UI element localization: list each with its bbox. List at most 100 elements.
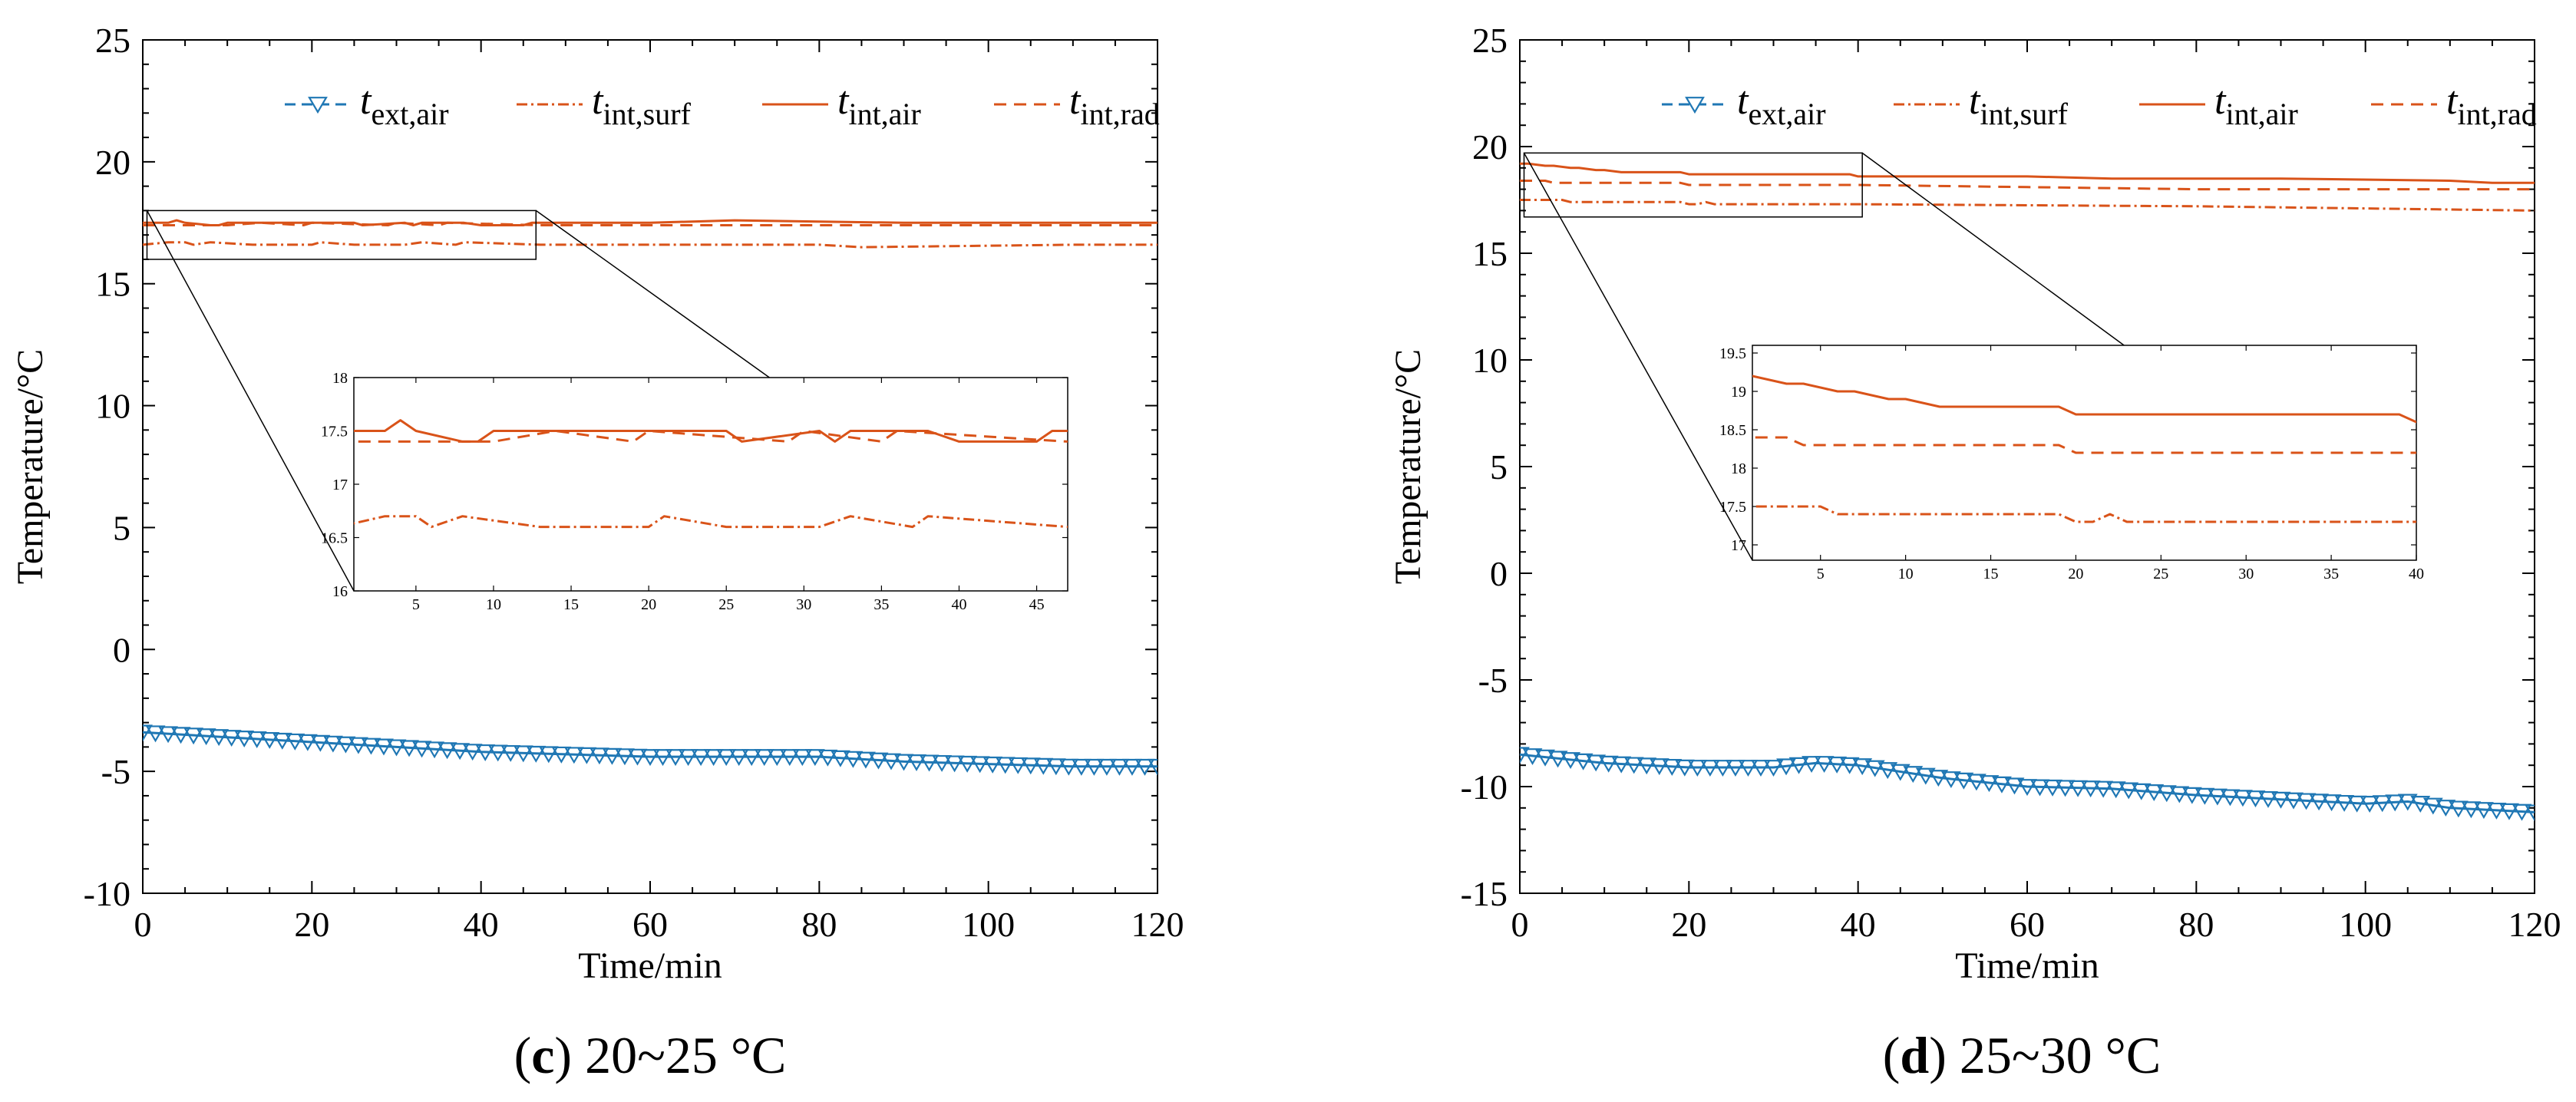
series-marker: [2512, 803, 2532, 821]
y-tick-label: -10: [84, 874, 130, 913]
series-marker: [1940, 771, 1961, 789]
legend-marker: [308, 97, 328, 114]
series-marker: [424, 741, 444, 759]
series-marker: [983, 756, 1003, 774]
legend-item: tint,air: [762, 79, 921, 131]
legend-label: tint,surf: [1969, 79, 2069, 131]
inset-frame: [1752, 345, 2417, 561]
legend-item: text,air: [1662, 79, 1826, 131]
inset-x-tick-label: 25: [2153, 566, 2168, 582]
x-tick-label: 120: [1131, 905, 1184, 944]
y-tick-label: 0: [1490, 554, 1508, 593]
series-marker: [1598, 755, 1619, 773]
zoom-connector: [1523, 152, 1753, 561]
caption-text: ) 20~25 °C: [554, 1026, 786, 1084]
series-marker: [1008, 757, 1029, 774]
series-marker: [526, 745, 547, 763]
y-tick-label: 20: [1472, 127, 1508, 167]
series-marker: [2271, 791, 2291, 809]
series-marker: [2321, 794, 2342, 812]
caption-text: ) 25~30 °C: [1929, 1026, 2161, 1084]
panel-caption: (c) 20~25 °C: [514, 1026, 787, 1084]
series-marker: [1674, 759, 1695, 777]
y-tick-label: 5: [1490, 447, 1508, 487]
series-marker: [1915, 767, 1936, 785]
inset-x-tick-label: 30: [796, 596, 811, 613]
x-tick-label: 60: [2010, 905, 2045, 944]
series-marker: [1839, 757, 1860, 774]
series-marker: [2309, 794, 2329, 811]
series-marker: [2422, 797, 2443, 815]
caption-letter: d: [1900, 1026, 1929, 1084]
series-marker: [1662, 758, 1683, 776]
series-marker: [1084, 758, 1105, 776]
series-marker: [2119, 782, 2139, 800]
series-marker: [1928, 770, 1949, 787]
x-tick-label: 0: [1511, 905, 1529, 944]
inset: 5 10 15 20 25 30 35 40 17 17.5 18 18.5 19 19.5: [1719, 345, 2424, 582]
legend-item: tint,rad: [2371, 79, 2537, 131]
legend-label: text,air: [360, 79, 449, 131]
series-marker: [158, 726, 178, 744]
series-marker: [868, 752, 889, 770]
inset-x-tick-label: 20: [2068, 566, 2083, 582]
inset-x-tick-label: 45: [1029, 596, 1045, 613]
series-marker: [1109, 758, 1130, 776]
legend-label: tint,air: [2214, 79, 2298, 131]
zoom-box: [1523, 152, 1863, 218]
series-marker: [691, 749, 712, 767]
legend-symbol: t: [837, 79, 850, 123]
legend-symbol: t: [1069, 79, 1082, 123]
series-marker: [1134, 758, 1155, 776]
series-marker: [1560, 752, 1581, 770]
series-marker: [2448, 800, 2469, 818]
series-marker: [297, 734, 318, 751]
series-marker: [1033, 757, 1054, 775]
series-marker: [2156, 785, 2177, 803]
series-marker: [2525, 804, 2535, 822]
series-marker: [907, 754, 926, 771]
series-marker: [221, 730, 242, 747]
series-marker: [919, 754, 940, 772]
y-tick-label: 15: [1472, 234, 1508, 273]
series-marker: [500, 744, 521, 762]
series-marker: [1520, 747, 1530, 764]
legend-label: tint,surf: [592, 79, 692, 131]
series-marker: [487, 744, 508, 762]
series-marker: [285, 733, 305, 751]
caption-letter: c: [531, 1026, 554, 1084]
series-marker: [728, 749, 749, 767]
series-marker: [627, 748, 648, 766]
zoom-connector: [146, 210, 355, 592]
legend-symbol: t: [360, 79, 372, 123]
x-tick-label: 40: [464, 905, 499, 944]
series-group: [143, 219, 1158, 776]
series-marker: [1020, 757, 1041, 775]
series-line-surf: [143, 241, 1158, 249]
series-marker: [779, 749, 800, 767]
y-tick-label: 5: [113, 508, 130, 547]
legend-symbol: t: [2214, 79, 2227, 123]
series-marker: [462, 744, 483, 761]
series-marker: [1953, 772, 1974, 790]
series-marker: [551, 746, 572, 764]
series-marker: [893, 754, 914, 771]
series-marker: [170, 727, 191, 744]
x-tick-label: 0: [134, 905, 152, 944]
series-line-rad: [354, 430, 1068, 443]
y-tick-label: 10: [1472, 341, 1508, 380]
series-marker: [1148, 758, 1158, 776]
series-marker: [602, 747, 623, 765]
series-marker: [665, 749, 685, 767]
series-marker: [1852, 758, 1873, 776]
y-tick-label: 0: [113, 630, 130, 669]
series-marker: [1096, 758, 1117, 776]
series-marker: [2346, 795, 2367, 813]
series-marker: [272, 732, 292, 750]
series-marker: [2486, 802, 2507, 820]
legend-label: tint,air: [837, 79, 921, 131]
series-marker: [374, 738, 394, 756]
series-marker: [2144, 784, 2165, 802]
series-marker: [2181, 787, 2202, 804]
series-marker: [1776, 758, 1796, 776]
